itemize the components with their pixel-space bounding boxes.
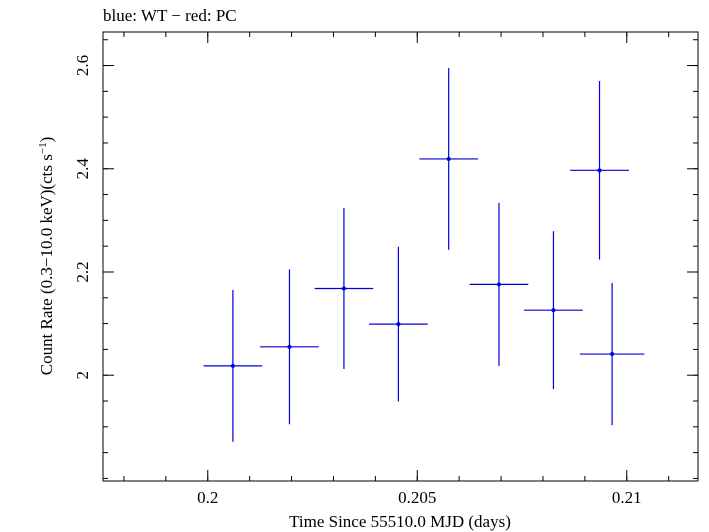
data-marker: [287, 344, 292, 349]
x-tick-label: 0.205: [398, 488, 436, 507]
y-tick-label: 2: [73, 371, 92, 380]
data-marker: [396, 322, 401, 327]
y-axis-label-close: ): [37, 137, 56, 143]
data-point: [203, 290, 263, 442]
data-marker: [597, 168, 602, 173]
data-point: [570, 81, 629, 260]
data-point: [369, 246, 428, 402]
data-point: [260, 269, 319, 425]
data-point: [314, 207, 374, 370]
data-marker: [610, 352, 615, 357]
y-axis-label-main: Count Rate (0.3−10.0 keV)(cts s: [37, 154, 56, 375]
data-point: [579, 282, 645, 426]
x-tick-label: 0.21: [612, 488, 642, 507]
x-axis-label: Time Since 55510.0 MJD (days): [289, 512, 511, 531]
y-tick-labels: 2 2.2 2.4 2.6: [73, 55, 92, 380]
y-tick-label: 2.2: [73, 261, 92, 282]
chart-title: blue: WT − red: PC: [103, 6, 237, 25]
x-tick-labels: 0.2 0.205 0.21: [197, 488, 642, 507]
y-tick-label: 2.6: [73, 55, 92, 76]
data-point: [469, 202, 529, 366]
y-axis-label: Count Rate (0.3−10.0 keV)(cts s−1): [37, 137, 56, 376]
y-tick-label: 2.4: [73, 158, 92, 180]
data-marker: [230, 363, 235, 368]
data-marker: [446, 156, 451, 161]
plot-frame: [102, 31, 699, 482]
data-marker: [496, 282, 501, 287]
data-point: [419, 68, 479, 250]
y-axis-label-superscript: −1: [37, 142, 49, 154]
data-marker: [341, 286, 346, 291]
data-marker: [551, 308, 556, 313]
x-tick-label: 0.2: [197, 488, 218, 507]
data-point: [524, 231, 583, 390]
axis-ticks: [103, 32, 698, 481]
data-points: [203, 68, 645, 442]
